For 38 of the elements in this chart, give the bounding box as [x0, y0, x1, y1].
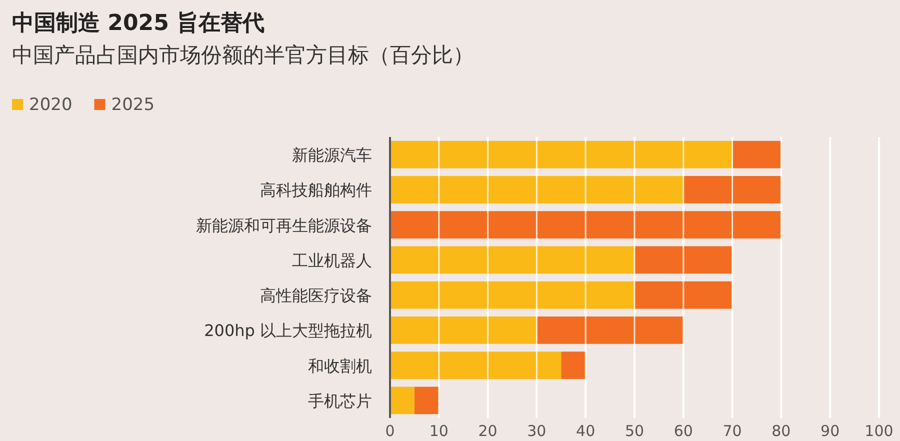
y-tick-label: 高科技船舶构件 [260, 180, 372, 200]
x-tick-label: 60 [674, 422, 693, 440]
x-tick-label: 80 [772, 422, 791, 440]
legend-label: 2025 [111, 95, 155, 115]
chart-subtitle: 中国产品占国内市场份额的半官方目标（百分比） [12, 43, 474, 67]
y-tick-label: 和收割机 [308, 356, 372, 376]
y-tick-label: 200hp 以上大型拖拉机 [204, 321, 372, 340]
x-tick-label: 90 [820, 422, 840, 440]
bar [634, 281, 732, 309]
text: 中国制造 2025 旨在替代 [12, 11, 265, 36]
y-tick-label: 新能源和可再生能源设备 [196, 216, 372, 235]
x-tick-label: 100 [864, 422, 894, 440]
bar [414, 386, 439, 414]
y-tick-label: 新能源汽车 [292, 146, 372, 165]
bar [732, 140, 782, 168]
bar [683, 176, 782, 204]
bar [390, 246, 634, 274]
bar [390, 176, 684, 204]
bar [634, 246, 732, 274]
x-tick-label: 30 [527, 422, 546, 440]
bar [561, 352, 586, 380]
y-tick-label: 工业机器人 [292, 250, 372, 270]
y-tick-label: 高性能医疗设备 [260, 286, 372, 306]
x-tick-label: 50 [624, 422, 644, 440]
bar [536, 316, 684, 344]
y-tick-label: 手机芯片 [308, 391, 372, 410]
x-tick-label: 20 [478, 422, 498, 440]
bar [390, 211, 782, 239]
bar [390, 386, 414, 414]
bar [390, 140, 732, 168]
x-tick-label: 40 [576, 422, 596, 440]
x-tick-label: 0 [385, 422, 395, 440]
legend-label: 2020 [29, 95, 72, 115]
x-tick-label: 70 [722, 422, 742, 440]
x-tick-label: 10 [429, 422, 448, 440]
bar [390, 281, 634, 309]
bar [390, 352, 562, 380]
bar [390, 316, 537, 344]
